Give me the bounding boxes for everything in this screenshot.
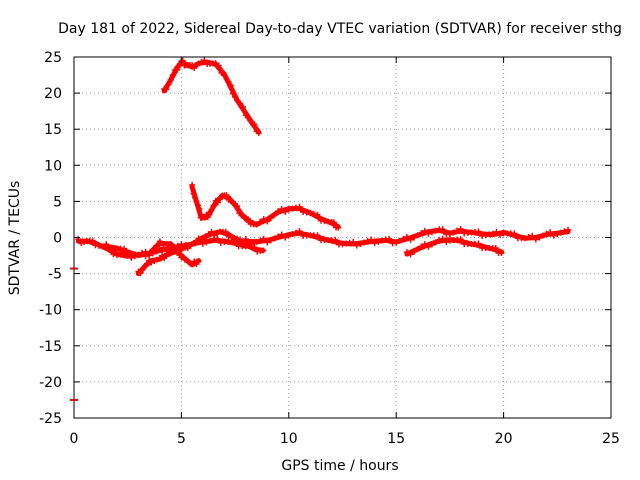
y-tick-label: 10 <box>44 158 62 174</box>
x-tick-label: 20 <box>495 431 513 447</box>
x-axis-label: GPS time / hours <box>281 458 398 474</box>
y-tick-label: -25 <box>39 411 62 427</box>
series-arc-right <box>403 235 505 258</box>
chart-title: Day 181 of 2022, Sidereal Day-to-day VTE… <box>58 21 622 37</box>
y-tick-label: -10 <box>39 303 62 319</box>
series-line <box>161 59 262 135</box>
x-tick-label: 0 <box>70 431 79 447</box>
y-axis-label: SDTVAR / TECUs <box>7 181 23 296</box>
series-arc-mid <box>189 181 342 231</box>
x-tick-label: 15 <box>387 431 405 447</box>
y-tick-label: 5 <box>53 194 62 210</box>
x-tick-label: 10 <box>280 431 298 447</box>
grid <box>74 57 611 418</box>
plot-area <box>70 57 572 401</box>
x-tick-label: 5 <box>177 431 186 447</box>
series-arc-long <box>242 226 572 249</box>
series-arc-high <box>161 57 262 137</box>
y-tick-label: -5 <box>48 267 62 283</box>
series-arc-low-b <box>135 228 267 277</box>
x-tick-label: 25 <box>602 431 620 447</box>
y-tick-label: 25 <box>44 50 62 66</box>
series-arc-low-c <box>103 238 202 268</box>
y-tick-label: 0 <box>53 231 62 247</box>
y-tick-label: -20 <box>39 375 62 391</box>
y-tick-label: 20 <box>44 86 62 102</box>
y-tick-label: -15 <box>39 339 62 355</box>
y-tick-label: 15 <box>44 122 62 138</box>
axis-ticks: 0 5 10 15 20 25 25 20 15 10 5 0 -5 -10 -15 -20 -25 <box>39 50 620 447</box>
